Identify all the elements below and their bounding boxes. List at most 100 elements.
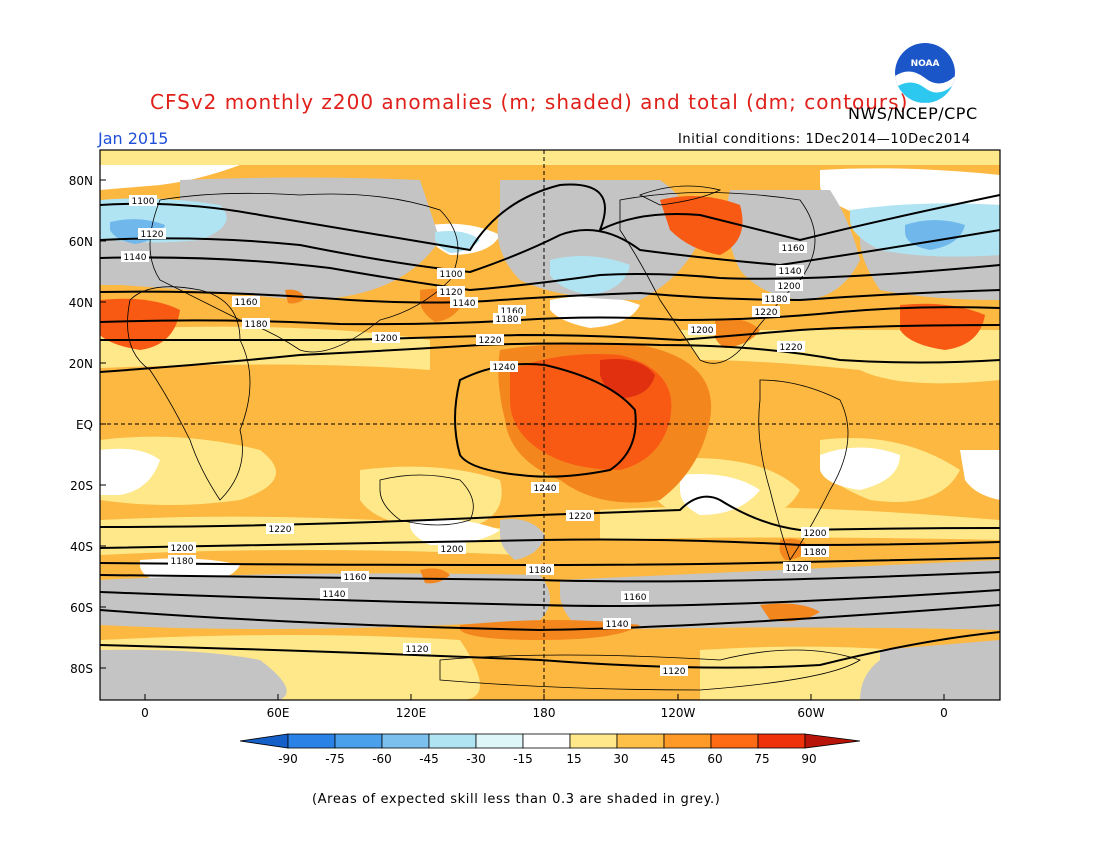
lat-label: 20S xyxy=(70,479,93,493)
lon-label: 120E xyxy=(396,706,427,720)
colorbar-label: -15 xyxy=(513,752,533,766)
lat-label: 40N xyxy=(69,296,93,310)
contour-label: 1200 xyxy=(801,527,829,539)
svg-text:1180: 1180 xyxy=(171,557,194,567)
svg-text:1120: 1120 xyxy=(406,645,429,655)
svg-text:1200: 1200 xyxy=(804,529,827,539)
contour-label: 1240 xyxy=(490,361,518,373)
svg-text:1240: 1240 xyxy=(493,363,516,373)
svg-text:1160: 1160 xyxy=(344,573,367,583)
colorbar-label: -45 xyxy=(419,752,439,766)
contour-label: 1200 xyxy=(168,542,196,554)
contour-label: 1220 xyxy=(266,523,294,535)
contour-label: 1100 xyxy=(437,268,465,280)
colorbar-label: 75 xyxy=(754,752,769,766)
contour-label: 1220 xyxy=(476,334,504,346)
contour-label: 1160 xyxy=(341,571,369,583)
colorbar-label: -30 xyxy=(466,752,486,766)
lat-label: EQ xyxy=(76,418,93,432)
contour-label: 1140 xyxy=(776,265,804,277)
organization-label: NWS/NCEP/CPC xyxy=(848,104,978,123)
lon-label: 180 xyxy=(533,706,556,720)
noaa-logo-icon: NOAA xyxy=(895,43,955,103)
contour-label: 1180 xyxy=(493,313,521,325)
lon-label: 60E xyxy=(267,706,290,720)
svg-text:1160: 1160 xyxy=(501,307,524,317)
svg-text:1120: 1120 xyxy=(440,288,463,298)
contour-label: 1180 xyxy=(526,564,554,576)
colorbar-label: -90 xyxy=(278,752,298,766)
lon-label: 0 xyxy=(940,706,948,720)
svg-text:1180: 1180 xyxy=(245,320,268,330)
contour-label: 1220 xyxy=(752,306,780,318)
contour-label: 1160 xyxy=(498,305,526,317)
svg-text:1180: 1180 xyxy=(496,315,519,325)
lat-label: 60S xyxy=(70,601,93,615)
lat-label: 20N xyxy=(69,357,93,371)
svg-text:1140: 1140 xyxy=(124,253,147,263)
contour-label: 1140 xyxy=(603,618,631,630)
contour-label: 1120 xyxy=(437,286,465,298)
svg-text:1200: 1200 xyxy=(441,545,464,555)
svg-text:1220: 1220 xyxy=(755,308,778,318)
svg-text:1140: 1140 xyxy=(453,299,476,309)
contour-label: 1180 xyxy=(762,293,790,305)
svg-text:1180: 1180 xyxy=(529,566,552,576)
colorbar-label: -60 xyxy=(372,752,392,766)
contour-label: 1120 xyxy=(783,562,811,574)
svg-text:1200: 1200 xyxy=(171,544,194,554)
lat-label: 80S xyxy=(70,662,93,676)
colorbar-label: 45 xyxy=(660,752,675,766)
colorbar xyxy=(239,733,861,749)
svg-text:1120: 1120 xyxy=(141,230,164,240)
skill-footnote: (Areas of expected skill less than 0.3 a… xyxy=(312,792,721,807)
svg-text:1200: 1200 xyxy=(375,334,398,344)
contour-label: 1180 xyxy=(801,546,829,558)
svg-text:1120: 1120 xyxy=(663,667,686,677)
height-contours xyxy=(100,183,1000,669)
contour-label: 1200 xyxy=(372,332,400,344)
svg-text:1240: 1240 xyxy=(534,484,557,494)
contour-label: 1140 xyxy=(450,297,478,309)
contour-label: 1140 xyxy=(121,251,149,263)
contour-label: 1120 xyxy=(138,228,166,240)
contour-label: 1200 xyxy=(775,280,803,292)
svg-text:1220: 1220 xyxy=(569,512,592,522)
contour-label: 1120 xyxy=(660,665,688,677)
svg-text:1160: 1160 xyxy=(235,298,258,308)
map-title: CFSv2 monthly z200 anomalies (m; shaded)… xyxy=(150,90,909,114)
lat-label: 80N xyxy=(69,174,93,188)
contour-label: 1100 xyxy=(129,195,157,207)
colorbar-label: 60 xyxy=(707,752,722,766)
lat-label: 60N xyxy=(69,235,93,249)
colorbar-label: 90 xyxy=(801,752,816,766)
svg-text:1140: 1140 xyxy=(323,590,346,600)
colorbar-label: 30 xyxy=(613,752,628,766)
colorbar-arrow-low xyxy=(239,733,289,749)
contour-label: 1160 xyxy=(232,296,260,308)
contour-label: 1120 xyxy=(403,643,431,655)
contour-label: 1180 xyxy=(242,318,270,330)
svg-text:1160: 1160 xyxy=(624,593,647,603)
initial-conditions: Initial conditions: 1Dec2014—10Dec2014 xyxy=(678,132,971,147)
svg-text:1140: 1140 xyxy=(779,267,802,277)
svg-text:1100: 1100 xyxy=(132,197,155,207)
contour-label: 1220 xyxy=(777,341,805,353)
svg-text:1140: 1140 xyxy=(606,620,629,630)
svg-text:NOAA: NOAA xyxy=(911,59,940,69)
forecast-month: Jan 2015 xyxy=(98,129,169,148)
colorbar-arrow-high xyxy=(804,733,861,749)
svg-text:1100: 1100 xyxy=(440,270,463,280)
contour-label: 1220 xyxy=(566,510,594,522)
svg-text:1220: 1220 xyxy=(269,525,292,535)
svg-text:1180: 1180 xyxy=(804,548,827,558)
svg-text:1180: 1180 xyxy=(765,295,788,305)
svg-text:1200: 1200 xyxy=(778,282,801,292)
colorbar-label: 15 xyxy=(566,752,581,766)
contour-label: 1160 xyxy=(779,242,807,254)
svg-text:1220: 1220 xyxy=(479,336,502,346)
lon-label: 60W xyxy=(797,706,824,720)
contour-label: 1140 xyxy=(320,588,348,600)
contour-label: 1180 xyxy=(168,555,196,567)
